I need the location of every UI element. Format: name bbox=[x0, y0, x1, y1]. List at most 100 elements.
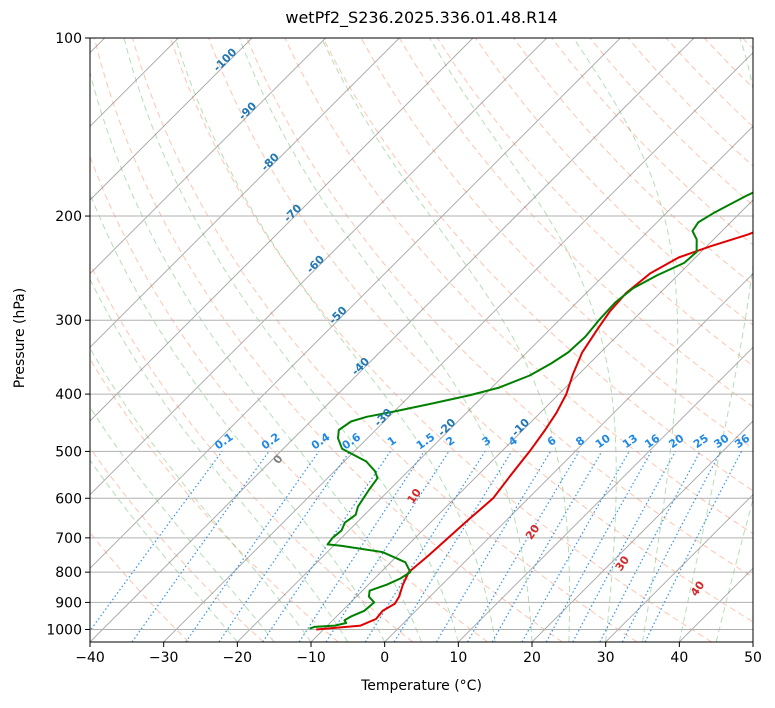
isotherm-label: -20 bbox=[435, 416, 458, 439]
mixing-ratio-label: 10 bbox=[593, 431, 613, 451]
moist-adiabat-line bbox=[90, 406, 275, 642]
dry-adiabat-line bbox=[246, 38, 753, 578]
isotherm-label: -70 bbox=[281, 201, 304, 224]
isotherm-line bbox=[605, 493, 753, 642]
mixing-ratio-line bbox=[599, 451, 701, 642]
mixing-ratio-lines bbox=[90, 451, 743, 642]
chart-title: wetPf2_S236.2025.336.01.48.R14 bbox=[285, 8, 558, 27]
mixing-ratio-label: 20 bbox=[666, 431, 686, 451]
mixing-ratio-line bbox=[364, 451, 486, 642]
dry-adiabat-line bbox=[322, 38, 753, 492]
isotherm-line bbox=[90, 38, 400, 349]
x-tick-label: −40 bbox=[75, 650, 105, 666]
isotherm-line bbox=[457, 346, 753, 642]
moist-adiabat-line bbox=[90, 347, 312, 642]
dry-adiabat-line bbox=[170, 38, 712, 642]
isotherm-label: -30 bbox=[372, 406, 395, 429]
isotherm-line bbox=[90, 38, 621, 570]
mixing-ratio-label: 0.4 bbox=[309, 430, 333, 452]
y-tick-label: 500 bbox=[55, 444, 82, 460]
mixing-ratio-label: 3 bbox=[480, 434, 494, 449]
dry-adiabat-line bbox=[90, 531, 190, 642]
mixing-ratio-label: 1.5 bbox=[414, 430, 437, 452]
isotherm-line bbox=[90, 38, 327, 275]
dry-adiabat-line bbox=[93, 38, 563, 642]
moist-adiabat-line bbox=[90, 192, 386, 642]
isotherm-line bbox=[0, 38, 31, 642]
mixing-ratio-line bbox=[131, 451, 270, 642]
mixing-ratio-label: 30 bbox=[712, 431, 732, 451]
moist-adiabat-label: 40 bbox=[688, 578, 708, 598]
y-tick-label: 600 bbox=[55, 491, 82, 507]
dry-adiabat-line bbox=[742, 38, 753, 50]
mixing-ratio-label: 16 bbox=[642, 431, 662, 451]
moist-adiabat-line bbox=[90, 278, 349, 642]
y-tick-label: 700 bbox=[55, 531, 82, 547]
background-lines bbox=[0, 38, 753, 642]
isotherm-line bbox=[90, 38, 474, 422]
y-tick-label: 400 bbox=[55, 387, 82, 403]
x-tick-label: 20 bbox=[523, 650, 541, 666]
axes: −40 −30 −20 −10 0 10 20 30 40 50 1000 900 800 700 600 5… bbox=[46, 31, 762, 666]
skewed-isotherms bbox=[0, 38, 753, 642]
mixing-ratio-line bbox=[621, 451, 722, 642]
mixing-ratio-line bbox=[644, 451, 743, 642]
x-tick-label: −30 bbox=[149, 650, 179, 666]
mixing-ratio-label: 0.2 bbox=[259, 430, 282, 452]
y-tick-label: 300 bbox=[55, 313, 82, 329]
plot-frame bbox=[89, 37, 754, 643]
mixing-ratio-line bbox=[521, 451, 630, 642]
dry-adiabat-line bbox=[513, 38, 753, 286]
moist-adiabats bbox=[90, 38, 753, 642]
dry-adiabat-line bbox=[589, 38, 753, 206]
mixing-ratio-line bbox=[435, 451, 552, 642]
moist-adiabat-line bbox=[90, 70, 422, 642]
dry-adiabat-line bbox=[475, 38, 753, 326]
mixing-ratio-line bbox=[218, 451, 351, 642]
moist-adiabat-line bbox=[429, 38, 617, 642]
y-tick-label: 100 bbox=[55, 31, 82, 47]
isotherm-line bbox=[236, 125, 753, 642]
mixing-ratio-line bbox=[90, 451, 223, 632]
moist-adiabat-line bbox=[174, 38, 496, 642]
isotherm-label: -100 bbox=[211, 45, 240, 74]
isotherm-line bbox=[90, 38, 179, 128]
mixing-ratio-line bbox=[393, 451, 513, 642]
dry-adiabat-line bbox=[90, 155, 488, 642]
dry-adiabat-line bbox=[208, 38, 753, 623]
profile-lines bbox=[309, 191, 753, 631]
isotherm-line bbox=[90, 38, 695, 642]
isotherm-line bbox=[531, 420, 753, 642]
moist-adiabat-line bbox=[238, 38, 533, 642]
moist-adiabat-line bbox=[321, 38, 571, 642]
x-tick-label: −20 bbox=[223, 650, 253, 666]
mixing-ratio-label: 1 bbox=[385, 434, 399, 449]
mixing-ratio-line bbox=[185, 451, 320, 642]
moist-adiabat-line bbox=[678, 38, 753, 642]
y-tick-label: 1000 bbox=[46, 622, 82, 638]
moist-adiabat-label: 10 bbox=[405, 486, 425, 506]
temperature-profile-line bbox=[316, 231, 753, 631]
mixing-ratio-line bbox=[466, 451, 580, 642]
moist-adiabat-label: 30 bbox=[613, 553, 633, 573]
mixing-ratio-label: 13 bbox=[620, 432, 640, 451]
dry-adiabat-line bbox=[90, 262, 414, 642]
isotherm-line bbox=[163, 51, 753, 642]
mixing-ratio-label: 0.1 bbox=[212, 430, 235, 452]
mixing-ratio-line bbox=[545, 451, 652, 642]
moist-adiabat-line bbox=[123, 38, 459, 642]
x-tick-label: 10 bbox=[449, 650, 467, 666]
moist-adiabat-line bbox=[90, 459, 238, 642]
dewpoint-profile-line bbox=[309, 191, 753, 630]
dry-adiabat-line bbox=[90, 446, 264, 642]
isotherm-line bbox=[90, 38, 106, 54]
mixing-ratio-line bbox=[572, 451, 677, 642]
dry-adiabats bbox=[90, 38, 753, 642]
moist-adiabat-line bbox=[573, 38, 679, 642]
mixing-ratio-label: 6 bbox=[545, 434, 559, 449]
y-tick-label: 900 bbox=[55, 595, 82, 611]
dry-adiabat-line bbox=[551, 38, 753, 246]
y-tick-label: 200 bbox=[55, 209, 82, 225]
isotherm-line bbox=[752, 641, 753, 642]
dry-adiabat-line bbox=[665, 38, 753, 128]
